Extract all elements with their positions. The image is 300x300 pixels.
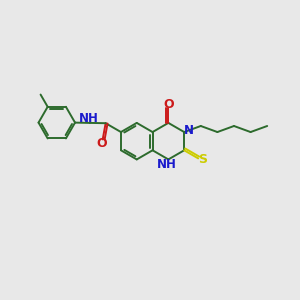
Text: N: N bbox=[184, 124, 194, 137]
Text: NH: NH bbox=[79, 112, 99, 125]
Text: S: S bbox=[198, 153, 207, 166]
Text: O: O bbox=[163, 98, 174, 111]
Text: NH: NH bbox=[157, 158, 177, 171]
Text: O: O bbox=[96, 137, 106, 150]
